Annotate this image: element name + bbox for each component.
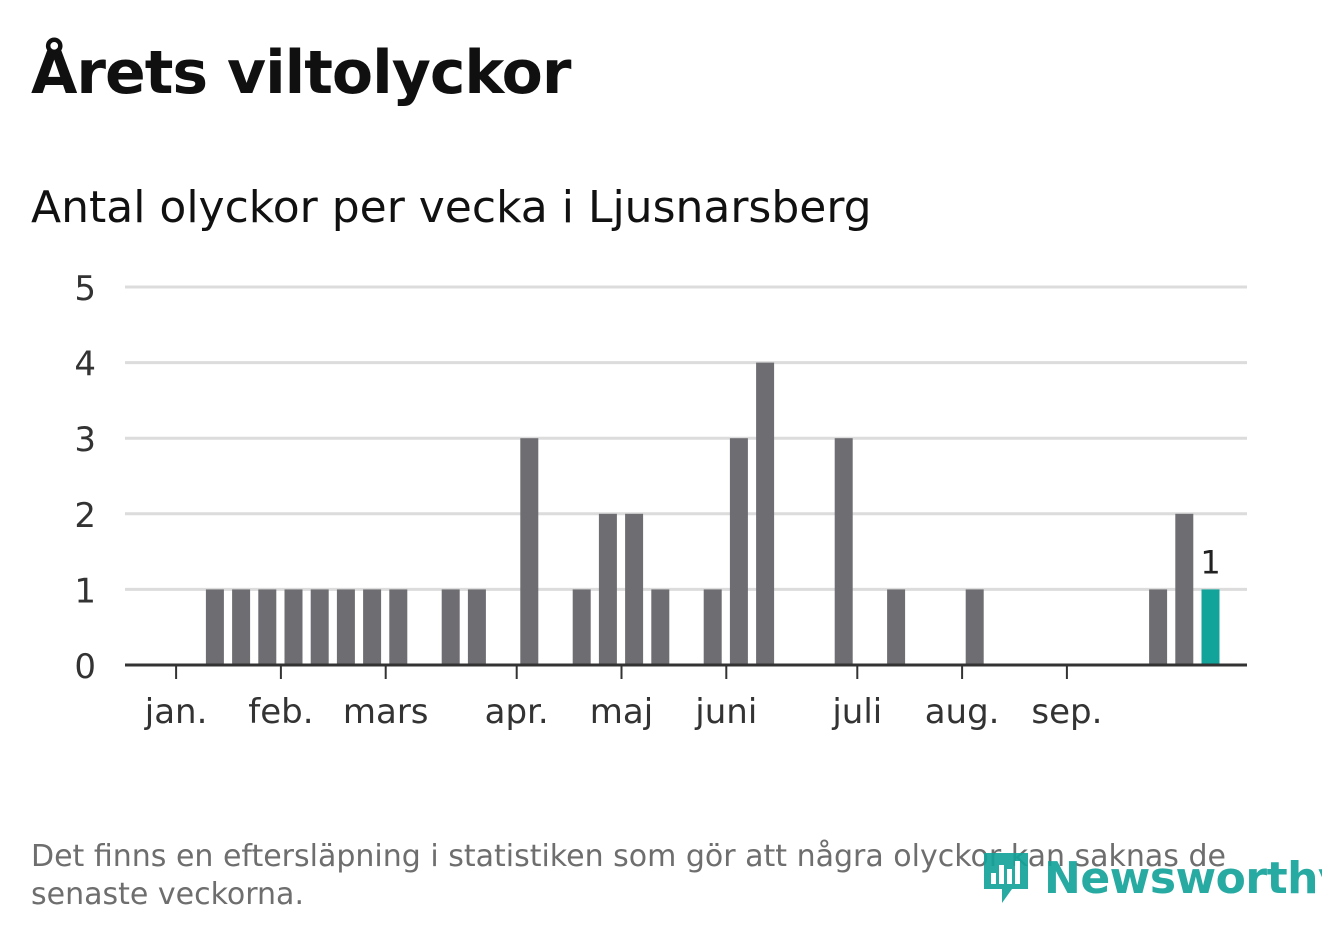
bar [336,589,355,665]
bar-highlight [1201,589,1220,665]
x-tick-label: feb. [248,692,313,732]
y-tick-label: 2 [74,496,96,536]
y-tick-label: 0 [74,647,96,687]
bar [310,589,329,665]
y-tick-label: 1 [74,571,96,611]
highlight-value-label: 1 [1200,543,1220,581]
x-tick-label: sep. [1031,692,1102,732]
bar [284,589,303,665]
x-tick-label: juli [831,692,882,732]
x-tick-label: maj [590,692,653,732]
bar [965,589,984,665]
x-tick-label: aug. [925,692,1000,732]
x-tick-label: apr. [485,692,549,732]
bar [232,589,251,665]
bar [520,438,539,665]
newsworthy-logo: Newsworthy [980,846,1322,910]
x-tick-label: mars [343,692,429,732]
bar [205,589,224,665]
brand-name: Newsworthy [1044,852,1322,904]
bar [1175,513,1194,665]
bar [441,589,460,665]
chart-title: Årets viltolyckor [31,38,571,108]
bar [756,362,775,665]
bar [258,589,277,665]
bar [467,589,486,665]
y-tick-label: 3 [74,420,96,460]
bar [389,589,408,665]
newsworthy-icon [984,853,1028,903]
x-tick-label: juni [694,692,757,732]
y-tick-label: 5 [74,269,96,309]
bar [703,589,722,665]
bar [363,589,382,665]
bar [1149,589,1168,665]
chart-subtitle: Antal olyckor per vecka i Ljusnarsberg [31,182,872,233]
bar [598,513,617,665]
y-tick-label: 4 [74,345,96,385]
x-tick-label: jan. [144,692,208,732]
bar [729,438,748,665]
bar [651,589,670,665]
bar [834,438,853,665]
bar [625,513,644,665]
bar [887,589,906,665]
bar [572,589,591,665]
